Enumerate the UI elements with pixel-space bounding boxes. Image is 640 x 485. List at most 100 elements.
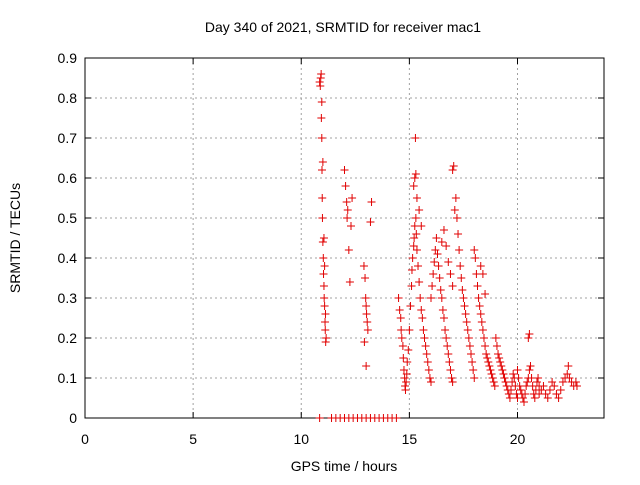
x-tick-label: 0	[81, 431, 89, 447]
data-point	[455, 246, 464, 254]
data-point	[397, 326, 406, 334]
data-point	[319, 270, 328, 278]
x-tick-label: 5	[189, 431, 197, 447]
data-point	[363, 326, 372, 334]
data-point	[548, 378, 557, 386]
data-point	[406, 302, 415, 310]
data-point	[498, 366, 507, 374]
data-point	[317, 114, 326, 122]
data-point	[550, 382, 559, 390]
data-point	[418, 314, 427, 322]
data-point	[479, 334, 488, 342]
data-point	[458, 286, 467, 294]
data-point	[554, 394, 563, 402]
data-point	[505, 394, 514, 402]
data-point	[425, 374, 434, 382]
data-point	[484, 358, 493, 366]
data-point	[478, 326, 487, 334]
data-point	[518, 394, 527, 402]
data-point	[508, 378, 517, 386]
data-point	[319, 282, 328, 290]
data-point	[316, 82, 325, 90]
data-point	[409, 182, 418, 190]
data-point	[362, 362, 371, 370]
data-point	[488, 374, 497, 382]
data-point	[444, 258, 453, 266]
data-point	[543, 394, 552, 402]
data-point	[404, 346, 413, 354]
data-point	[362, 302, 371, 310]
data-point	[436, 286, 445, 294]
data-point	[462, 318, 471, 326]
data-point	[419, 326, 428, 334]
data-point	[318, 238, 327, 246]
data-point	[476, 310, 485, 318]
y-tick-label: 0.6	[58, 170, 78, 186]
data-point	[422, 350, 431, 358]
data-point	[343, 206, 352, 214]
data-point	[457, 274, 466, 282]
data-point	[394, 294, 403, 302]
data-point	[437, 238, 446, 246]
data-point	[504, 390, 513, 398]
data-point	[470, 374, 479, 382]
data-point	[431, 246, 440, 254]
data-point	[438, 306, 447, 314]
data-point	[447, 374, 456, 382]
data-point	[415, 206, 424, 214]
data-point	[456, 262, 465, 270]
y-tick-label: 0.8	[58, 90, 78, 106]
data-point	[427, 294, 435, 302]
data-point	[345, 278, 354, 286]
data-points	[315, 70, 581, 422]
data-point	[470, 246, 479, 254]
data-point	[485, 362, 494, 370]
data-point	[346, 222, 355, 230]
data-point	[395, 306, 404, 314]
data-point	[537, 386, 546, 394]
data-point	[411, 214, 420, 222]
data-point	[402, 378, 411, 386]
data-point	[432, 234, 441, 242]
data-point	[492, 342, 501, 350]
data-point	[454, 230, 463, 238]
data-point	[317, 134, 326, 142]
data-point	[499, 370, 508, 378]
data-point	[319, 234, 328, 242]
x-axis-label: GPS time / hours	[291, 458, 398, 474]
y-axis-label: SRMTID / TECUs	[7, 183, 23, 293]
data-point	[495, 354, 504, 362]
data-point	[318, 214, 327, 222]
data-point	[408, 254, 417, 262]
data-point	[556, 386, 565, 394]
data-point	[487, 370, 496, 378]
data-point	[473, 282, 482, 290]
data-point	[342, 198, 351, 206]
data-point	[534, 374, 543, 382]
data-point	[321, 310, 330, 318]
data-point	[524, 334, 533, 342]
data-point	[318, 194, 327, 202]
data-point	[477, 318, 486, 326]
data-point	[361, 274, 370, 282]
data-point	[571, 378, 580, 386]
data-point	[525, 366, 534, 374]
data-point	[412, 246, 421, 254]
data-point	[509, 370, 518, 378]
y-tick-label: 0.5	[58, 210, 78, 226]
data-point	[423, 358, 432, 366]
data-point	[476, 262, 485, 270]
data-point	[428, 282, 437, 290]
data-point	[401, 386, 410, 394]
data-point	[448, 166, 457, 174]
data-point	[412, 194, 421, 202]
y-tick-label: 0	[69, 410, 77, 426]
data-point	[340, 166, 349, 174]
data-point	[442, 242, 451, 250]
data-point	[343, 214, 352, 222]
data-point	[420, 334, 429, 342]
grid-lines	[85, 58, 604, 418]
data-point	[471, 254, 480, 262]
y-tick-label: 0.9	[58, 50, 78, 66]
